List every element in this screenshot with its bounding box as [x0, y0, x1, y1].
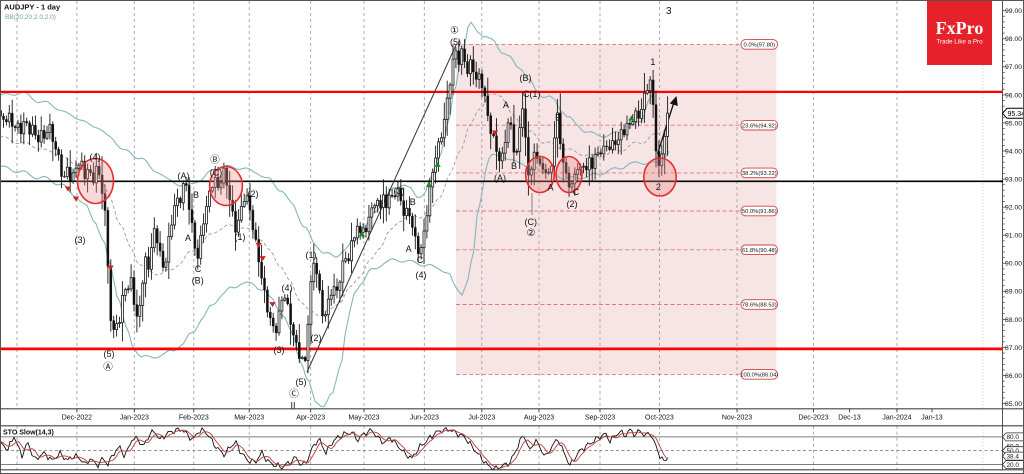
- svg-text:(1): (1): [235, 232, 246, 242]
- svg-text:98.00: 98.00: [1005, 36, 1022, 43]
- svg-text:(1): (1): [306, 250, 317, 260]
- svg-text:86.00: 86.00: [1005, 373, 1022, 380]
- svg-text:A: A: [185, 233, 191, 243]
- svg-text:C: C: [195, 264, 202, 274]
- svg-text:50.0%(91.86): 50.0%(91.86): [742, 209, 777, 215]
- svg-text:78.6%(88.53): 78.6%(88.53): [742, 303, 777, 309]
- svg-text:94.00: 94.00: [1005, 148, 1022, 155]
- svg-text:Ⓑ: Ⓑ: [210, 155, 220, 166]
- svg-text:(C): (C): [525, 217, 538, 227]
- svg-text:Oct-2023: Oct-2023: [645, 415, 674, 422]
- svg-text:(3): (3): [75, 235, 86, 245]
- svg-text:Sep-2023: Sep-2023: [585, 415, 615, 422]
- svg-text:(2): (2): [248, 189, 259, 199]
- svg-text:91.00: 91.00: [1005, 233, 1022, 240]
- svg-text:(5): (5): [450, 37, 461, 47]
- svg-text:(C): (C): [210, 168, 223, 178]
- svg-text:II: II: [290, 401, 295, 411]
- svg-text:Trade Like a Pro: Trade Like a Pro: [936, 39, 983, 46]
- svg-text:A: A: [503, 100, 509, 110]
- svg-text:92.00: 92.00: [1005, 205, 1022, 212]
- svg-text:0.0%(97.80): 0.0%(97.80): [744, 43, 776, 49]
- svg-text:89.00: 89.00: [1005, 289, 1022, 296]
- svg-text:Jan-13: Jan-13: [921, 415, 943, 422]
- svg-text:A: A: [547, 183, 553, 193]
- svg-text:Apr-2023: Apr-2023: [296, 415, 325, 422]
- svg-text:STO Slow(14,3): STO Slow(14,3): [3, 430, 54, 437]
- svg-text:100.0%(86.04): 100.0%(86.04): [740, 373, 778, 379]
- svg-text:(3): (3): [394, 186, 405, 196]
- svg-text:C: C: [417, 255, 424, 265]
- svg-text:(B): (B): [520, 73, 532, 83]
- svg-text:96.00: 96.00: [1005, 92, 1022, 99]
- svg-text:Aug-2023: Aug-2023: [524, 415, 554, 422]
- svg-text:May-2023: May-2023: [348, 415, 379, 422]
- svg-text:(5): (5): [296, 377, 307, 387]
- svg-text:AUDJPY - 1 day: AUDJPY - 1 day: [4, 3, 61, 12]
- svg-text:38.2%(93.22): 38.2%(93.22): [742, 171, 777, 177]
- svg-text:(A): (A): [494, 173, 506, 183]
- svg-text:C(1): C(1): [523, 89, 541, 99]
- svg-text:99.00: 99.00: [1005, 8, 1022, 15]
- svg-text:Dec-2023: Dec-2023: [798, 415, 828, 422]
- svg-text:95.00: 95.00: [1005, 120, 1022, 127]
- svg-text:Jul-2023: Jul-2023: [468, 415, 495, 422]
- svg-text:B: B: [511, 161, 517, 171]
- svg-text:97.00: 97.00: [1005, 64, 1022, 71]
- svg-text:FxPro: FxPro: [936, 18, 984, 38]
- svg-text:20.0: 20.0: [1007, 462, 1020, 469]
- svg-text:87.00: 87.00: [1005, 345, 1022, 352]
- svg-text:(4): (4): [416, 270, 427, 280]
- svg-text:Feb-2023: Feb-2023: [179, 415, 209, 422]
- svg-text:(B): (B): [192, 276, 204, 286]
- svg-text:BB(20,20,2.0,2.0): BB(20,20,2.0,2.0): [5, 14, 56, 21]
- svg-text:(2): (2): [567, 199, 578, 209]
- svg-text:95.34: 95.34: [1008, 111, 1024, 118]
- svg-text:Ⓐ: Ⓐ: [103, 362, 113, 373]
- svg-text:61.8%(90.48): 61.8%(90.48): [742, 248, 777, 254]
- svg-text:93.00: 93.00: [1005, 177, 1022, 184]
- svg-text:(4): (4): [282, 283, 293, 293]
- svg-text:(3): (3): [274, 345, 285, 355]
- svg-text:3: 3: [666, 6, 672, 17]
- svg-text:B: B: [193, 190, 199, 200]
- svg-text:①: ①: [450, 26, 459, 37]
- svg-text:Dec-13: Dec-13: [838, 415, 861, 422]
- svg-text:Dec-2022: Dec-2022: [62, 415, 92, 422]
- svg-text:Nov-2023: Nov-2023: [722, 415, 752, 422]
- svg-text:85.00: 85.00: [1005, 401, 1022, 408]
- svg-text:Jan-2023: Jan-2023: [120, 415, 149, 422]
- svg-text:(A): (A): [178, 171, 190, 181]
- svg-text:Jun-2023: Jun-2023: [410, 415, 439, 422]
- svg-text:(5): (5): [104, 349, 115, 359]
- svg-text:23.6%(94.92): 23.6%(94.92): [742, 123, 777, 129]
- svg-text:(4): (4): [90, 152, 101, 162]
- svg-text:80.0: 80.0: [1007, 434, 1020, 441]
- svg-text:B: B: [410, 197, 416, 207]
- svg-text:Ⓒ: Ⓒ: [289, 389, 299, 400]
- svg-text:1: 1: [650, 57, 655, 67]
- svg-text:②: ②: [527, 228, 536, 239]
- svg-text:Mar-2023: Mar-2023: [234, 415, 264, 422]
- svg-text:90.00: 90.00: [1005, 261, 1022, 268]
- svg-text:Jan-2024: Jan-2024: [882, 415, 911, 422]
- svg-text:88.00: 88.00: [1005, 317, 1022, 324]
- svg-text:50.0: 50.0: [1007, 448, 1020, 455]
- svg-text:C: C: [573, 187, 580, 197]
- svg-text:(2): (2): [311, 333, 322, 343]
- svg-text:B: B: [555, 113, 561, 123]
- svg-text:2: 2: [656, 182, 661, 192]
- svg-text:A: A: [406, 244, 412, 254]
- svg-text:38.4: 38.4: [1007, 453, 1020, 460]
